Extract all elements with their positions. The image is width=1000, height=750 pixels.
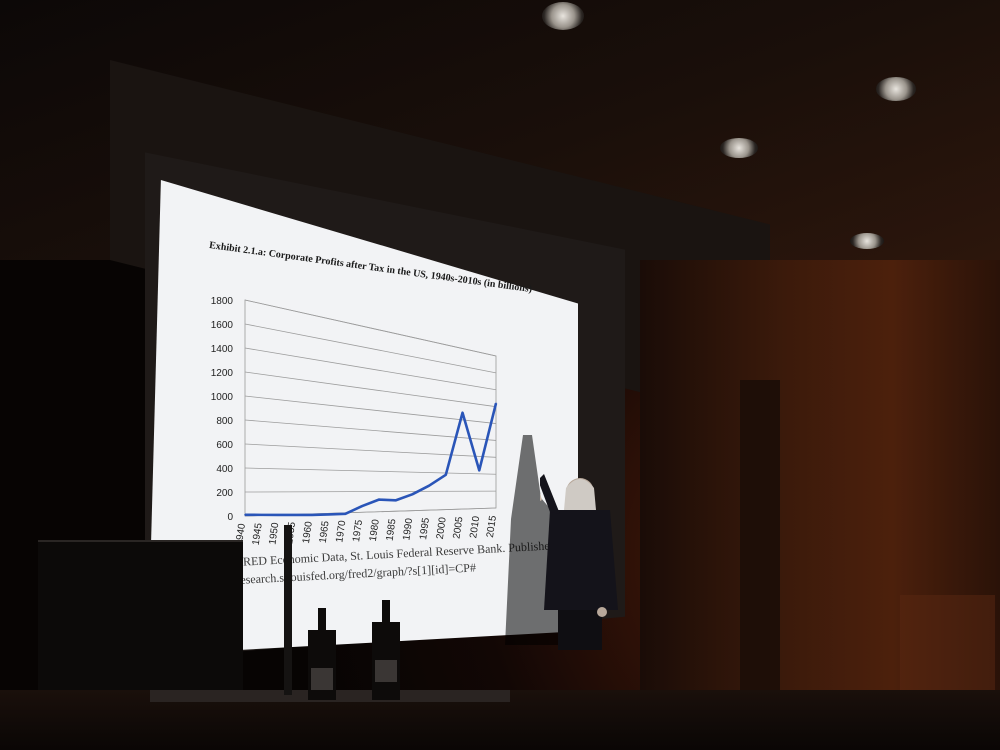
presenter (540, 474, 618, 650)
microphone-stand (284, 525, 292, 695)
ceiling-light (720, 138, 758, 158)
wall-pillar (740, 380, 780, 700)
water-bottle (372, 600, 400, 700)
side-board (900, 595, 995, 705)
ceiling-light (850, 233, 884, 249)
water-bottle (308, 608, 336, 700)
ceiling-light (542, 2, 584, 30)
ceiling-light (876, 77, 916, 101)
lectern (38, 540, 243, 707)
